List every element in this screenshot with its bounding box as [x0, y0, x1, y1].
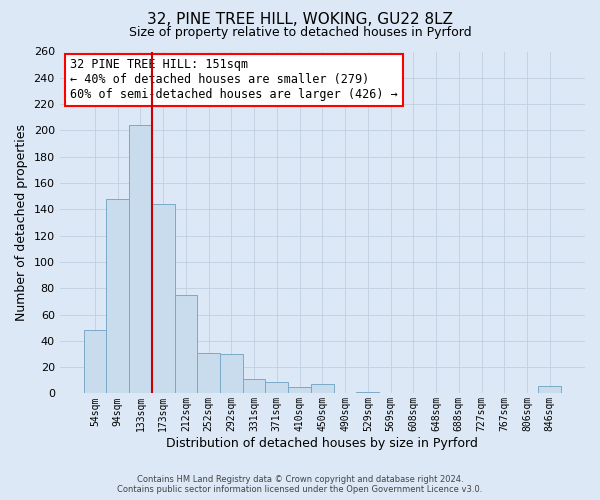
Text: Size of property relative to detached houses in Pyrford: Size of property relative to detached ho…: [128, 26, 472, 39]
X-axis label: Distribution of detached houses by size in Pyrford: Distribution of detached houses by size …: [166, 437, 478, 450]
Text: 32 PINE TREE HILL: 151sqm
← 40% of detached houses are smaller (279)
60% of semi: 32 PINE TREE HILL: 151sqm ← 40% of detac…: [70, 58, 398, 102]
Bar: [106, 199, 129, 394]
Bar: [243, 379, 265, 394]
Bar: [175, 295, 197, 394]
Text: Contains HM Land Registry data © Crown copyright and database right 2024.
Contai: Contains HM Land Registry data © Crown c…: [118, 474, 482, 494]
Bar: [83, 330, 106, 394]
Bar: [265, 382, 288, 394]
Bar: [538, 386, 561, 394]
Text: 32, PINE TREE HILL, WOKING, GU22 8LZ: 32, PINE TREE HILL, WOKING, GU22 8LZ: [147, 12, 453, 28]
Bar: [152, 204, 175, 394]
Bar: [220, 354, 243, 394]
Y-axis label: Number of detached properties: Number of detached properties: [15, 124, 28, 321]
Bar: [129, 125, 152, 394]
Bar: [197, 352, 220, 394]
Bar: [288, 387, 311, 394]
Bar: [356, 392, 379, 394]
Bar: [311, 384, 334, 394]
